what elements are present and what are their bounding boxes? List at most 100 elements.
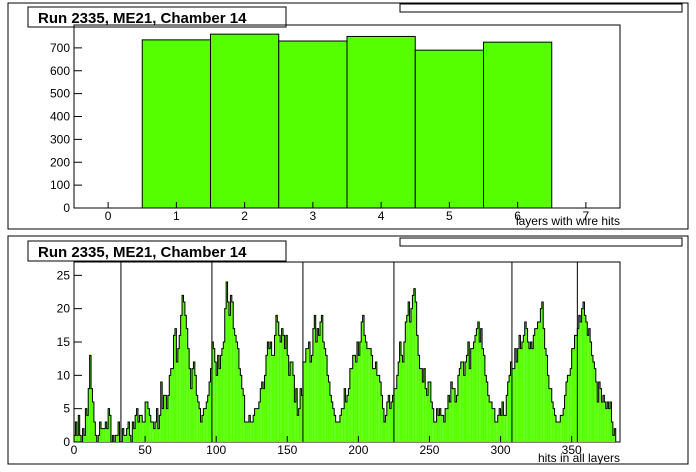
histogram-bar [429, 382, 431, 442]
x-tick-label: 100 [206, 443, 226, 457]
histogram-bar [301, 395, 303, 442]
histogram-bar [250, 422, 252, 442]
histogram-bar [469, 368, 471, 442]
histogram-bar [513, 368, 515, 442]
histogram-bar [162, 408, 164, 442]
histogram-bar [209, 382, 211, 442]
histogram-bar [533, 335, 535, 442]
chart-title: Run 2335, ME21, Chamber 14 [38, 10, 247, 27]
histogram-bar [174, 328, 177, 442]
y-tick-label: 20 [57, 302, 71, 316]
y-tick-label: 5 [63, 402, 70, 416]
histogram-bar [356, 342, 359, 442]
x-tick-label: 150 [277, 443, 297, 457]
histogram-bar [521, 342, 524, 442]
histogram-bar [223, 342, 225, 442]
histogram-bar [302, 362, 305, 442]
histogram-bar [221, 348, 224, 442]
histogram-bar [443, 422, 446, 442]
histogram-bar [473, 342, 475, 442]
histogram-bar [607, 402, 609, 442]
x-tick-label: 3 [310, 209, 317, 223]
histogram-bar [200, 422, 202, 442]
histogram-bar [600, 388, 602, 442]
histogram-bar [281, 328, 284, 442]
histogram-bar [163, 395, 165, 442]
y-tick-label: 100 [50, 178, 70, 192]
histogram-bar [564, 395, 566, 442]
histogram-bar [312, 328, 315, 442]
histogram-bar [361, 322, 363, 442]
histogram-bar [152, 422, 154, 442]
histogram-bar [135, 415, 137, 442]
histogram-bar [256, 408, 258, 442]
histogram-bar [311, 355, 313, 442]
histogram-bar [530, 342, 532, 442]
histogram-bar [167, 395, 170, 442]
histogram-bar [538, 322, 541, 442]
histogram-bar [578, 315, 581, 442]
histogram-bar [240, 375, 242, 442]
histogram-bar [561, 415, 564, 442]
histogram-bar [189, 368, 191, 442]
spike-lines [120, 262, 578, 442]
histogram-bar [115, 435, 117, 442]
histogram-bar [483, 355, 485, 442]
histogram-bar [568, 375, 571, 442]
histogram-bar [247, 422, 249, 442]
histogram-bar [470, 348, 473, 442]
histogram-bar [288, 375, 291, 442]
histogram-bar [550, 388, 552, 442]
histogram-bar [99, 422, 102, 442]
histogram-bar [153, 428, 156, 442]
histogram-bar [251, 422, 254, 442]
histogram-bar [264, 375, 266, 442]
histogram-bar [383, 422, 386, 442]
histogram-bar [510, 362, 512, 442]
histogram-bar [246, 422, 248, 442]
histogram-bar [157, 428, 160, 442]
histogram-bar [438, 415, 440, 442]
chart-title: Run 2335, ME21, Chamber 14 [38, 244, 247, 261]
histogram-bar [402, 362, 404, 442]
histogram-bar [197, 402, 200, 442]
histogram-bar [317, 328, 319, 442]
histogram-bar [419, 368, 421, 442]
histogram-bar [345, 402, 347, 442]
histogram-bar [430, 402, 433, 442]
histogram-bar [574, 335, 576, 442]
histogram-bar [227, 302, 229, 442]
histogram-bar [509, 375, 511, 442]
histogram-bar [389, 408, 392, 442]
histogram-bar [75, 422, 77, 442]
histogram-bar [319, 322, 322, 442]
histogram-bar [328, 382, 330, 442]
histogram-bar [580, 322, 582, 442]
histogram-bar [501, 402, 504, 442]
x-tick-label: 5 [446, 209, 453, 223]
histogram-bar [324, 348, 326, 442]
x-tick-label: 0 [105, 209, 112, 223]
histogram-bar [89, 355, 92, 442]
histogram-bar [155, 422, 157, 442]
y-tick-label: 400 [50, 110, 70, 124]
histogram-bar [283, 335, 285, 442]
histogram-bar [506, 395, 508, 442]
histogram-bar [423, 368, 426, 442]
histogram-bar [524, 322, 527, 442]
histogram-bar [136, 408, 138, 442]
histogram-bar [466, 355, 468, 442]
x-ticks: 0 50 100 150 200 250 300 350 [71, 436, 582, 457]
histogram-bar [85, 408, 87, 442]
histogram-bar [103, 428, 106, 442]
histogram-bar [196, 395, 198, 442]
histogram-bar [74, 435, 76, 442]
histogram-bar [201, 415, 204, 442]
histogram-bar [494, 422, 497, 442]
histogram-bar [238, 368, 241, 442]
histogram-bar [504, 415, 507, 442]
histogram-bar [261, 382, 264, 442]
histogram-bar [413, 288, 416, 442]
histogram-bar [291, 362, 293, 442]
